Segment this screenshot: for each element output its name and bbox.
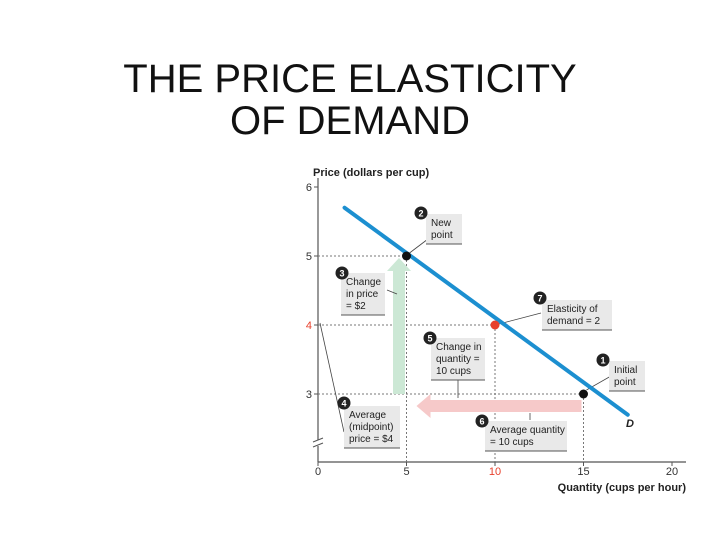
- callout-text: = $2: [346, 301, 366, 312]
- guide-lines: [318, 255, 584, 462]
- callout-text: demand = 2: [547, 316, 601, 327]
- callout-text: Change in: [436, 342, 482, 353]
- callout-number: 1: [600, 356, 605, 366]
- callout-number: 2: [418, 209, 423, 219]
- axis-break-mark: [312, 437, 324, 448]
- callout-number-badge: [335, 266, 349, 280]
- callout-text: in price: [346, 289, 379, 300]
- callout-box: [344, 406, 400, 448]
- callout-box: [485, 421, 567, 451]
- slide-title: THE PRICE ELASTICITY OF DEMAND: [0, 58, 700, 142]
- callout-number-badge: [337, 396, 351, 410]
- point-new: [402, 251, 411, 261]
- callout-text: Change: [346, 277, 381, 288]
- x-axis-title: Quantity (cups per hour): [558, 482, 687, 494]
- callout-text: = 10 cups: [490, 437, 534, 448]
- callout-text: point: [431, 230, 453, 241]
- slide-title-line-2: OF DEMAND: [230, 99, 470, 143]
- callout-text: Average: [349, 410, 387, 421]
- callout-text: point: [614, 377, 636, 388]
- data-points: [402, 251, 588, 399]
- point-initial: [579, 389, 588, 399]
- callout-number-badge: [475, 414, 489, 428]
- callout-number: 5: [427, 334, 432, 344]
- callout-6: Average quantity= 10 cups 6: [475, 413, 567, 452]
- callout-number: 3: [339, 269, 344, 279]
- demand-curve: [342, 205, 630, 417]
- slide-title-line-1: THE PRICE ELASTICITY: [123, 57, 577, 101]
- callout-leader-line: [498, 312, 542, 325]
- quantity-change-arrow: [416, 394, 582, 418]
- callout-box: [542, 300, 612, 330]
- callout-box: [609, 361, 645, 391]
- y-tick-label: 3: [306, 389, 312, 401]
- y-tick-label: 6: [306, 182, 312, 194]
- y-tick-label: 4: [306, 320, 312, 332]
- callout-text: quantity =: [436, 354, 480, 365]
- y-tick-label: 5: [306, 251, 312, 263]
- demand-curve-label: D: [626, 418, 634, 430]
- x-tick-label: 5: [403, 466, 409, 478]
- callout-text: Average quantity: [490, 425, 565, 436]
- callout-leader-line: [386, 289, 398, 295]
- x-tick-label: 15: [577, 466, 589, 478]
- callout-number-badge: [414, 206, 428, 220]
- price-change-arrow: [387, 258, 411, 394]
- point-midpoint: [490, 320, 500, 330]
- callout-leader-line: [319, 322, 345, 433]
- callout-box: [341, 273, 385, 315]
- y-axis-title: Price (dollars per cup): [313, 167, 429, 179]
- callout-text: price = $4: [349, 434, 394, 445]
- callout-number-badge: [596, 353, 610, 367]
- callout-text: (midpoint): [349, 422, 393, 433]
- callout-number: 7: [537, 294, 542, 304]
- callout-number-badge: [533, 291, 547, 305]
- callout-number-badge: [423, 331, 437, 345]
- callout-text: 10 cups: [436, 366, 471, 377]
- x-tick-label: 10: [489, 466, 501, 478]
- callout-text: Initial: [614, 365, 637, 376]
- callout-box: [431, 338, 485, 380]
- callout-leader-line: [409, 238, 429, 254]
- callout-4: Average(midpoint)price = $4 4: [319, 322, 400, 449]
- callout-text: New: [431, 218, 452, 229]
- x-tick-label: 20: [666, 466, 678, 478]
- demand-series: D: [342, 205, 634, 430]
- callout-number: 6: [479, 417, 484, 427]
- callout-number: 4: [341, 399, 346, 409]
- change-arrows: [387, 258, 582, 418]
- callout-box: [426, 214, 462, 244]
- x-tick-label: 0: [315, 466, 321, 478]
- callout-text: Elasticity of: [547, 304, 598, 315]
